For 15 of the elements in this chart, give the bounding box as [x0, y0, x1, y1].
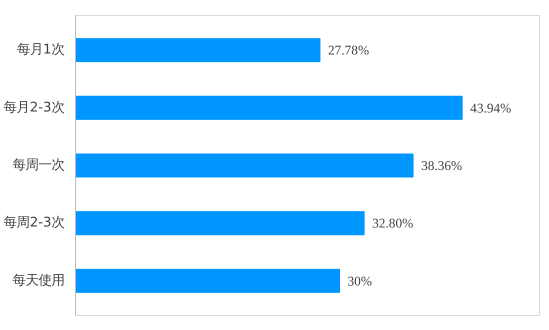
bar [76, 268, 340, 293]
bar [76, 153, 414, 178]
data-label: 43.94% [470, 100, 512, 116]
y-tick-label: 每月2-3次 [4, 100, 65, 116]
bar [76, 96, 463, 120]
y-tick-label: 每天使用 [12, 273, 64, 288]
data-label: 27.78% [328, 42, 370, 58]
y-tick-label: 每周2-3次 [4, 216, 65, 231]
data-label: 30% [347, 273, 372, 288]
bar [76, 211, 365, 236]
bar [76, 38, 320, 62]
y-tick-label: 每周一次 [12, 158, 64, 173]
y-tick-label: 每月1次 [17, 42, 65, 58]
data-label: 38.36% [421, 158, 462, 173]
data-label: 32.80% [372, 216, 414, 231]
